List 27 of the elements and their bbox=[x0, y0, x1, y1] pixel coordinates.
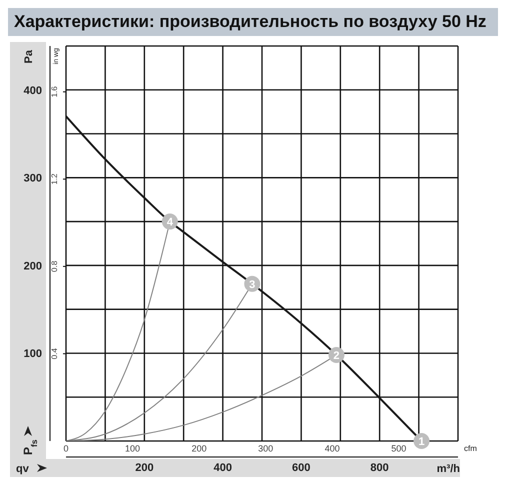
chart-title: Характеристики: производительность по воздуху 50 Hz bbox=[8, 8, 498, 36]
x2-tick-label: 300 bbox=[258, 443, 274, 454]
x2-tick-label: 0 bbox=[63, 443, 69, 454]
y2-tick-label: 1.2 bbox=[50, 173, 59, 185]
x-tick-label: 200 bbox=[135, 462, 154, 474]
x2-tick-label: 500 bbox=[391, 443, 406, 454]
x2-tick-label: 100 bbox=[125, 443, 140, 454]
x-tick-label: 400 bbox=[214, 462, 232, 474]
annotation: 1 bbox=[418, 436, 425, 448]
y2-tick-label: 1.6 bbox=[50, 86, 59, 98]
x2-axis-title: cfm bbox=[464, 444, 478, 453]
y-tick-label: 200 bbox=[24, 260, 42, 272]
x-tick-label: 800 bbox=[370, 462, 389, 474]
text: qv bbox=[16, 463, 30, 475]
y-tick-label: 300 bbox=[24, 172, 42, 185]
y2-tick-label: 0.4 bbox=[50, 348, 59, 360]
y-axis-title: Pa bbox=[23, 49, 35, 64]
y-tick-label: 100 bbox=[24, 348, 42, 360]
y2-tick-label: 0.8 bbox=[50, 260, 59, 272]
x-axis-title: m³/h bbox=[436, 463, 460, 475]
x2-tick-label: 200 bbox=[192, 443, 207, 454]
y-tick-label: 400 bbox=[24, 84, 42, 97]
annotation: 4 bbox=[166, 216, 174, 229]
x2-tick-label: 400 bbox=[324, 443, 340, 454]
annotation: 3 bbox=[249, 278, 256, 291]
annotation: 2 bbox=[333, 350, 340, 362]
x-tick-label: 600 bbox=[292, 462, 310, 474]
